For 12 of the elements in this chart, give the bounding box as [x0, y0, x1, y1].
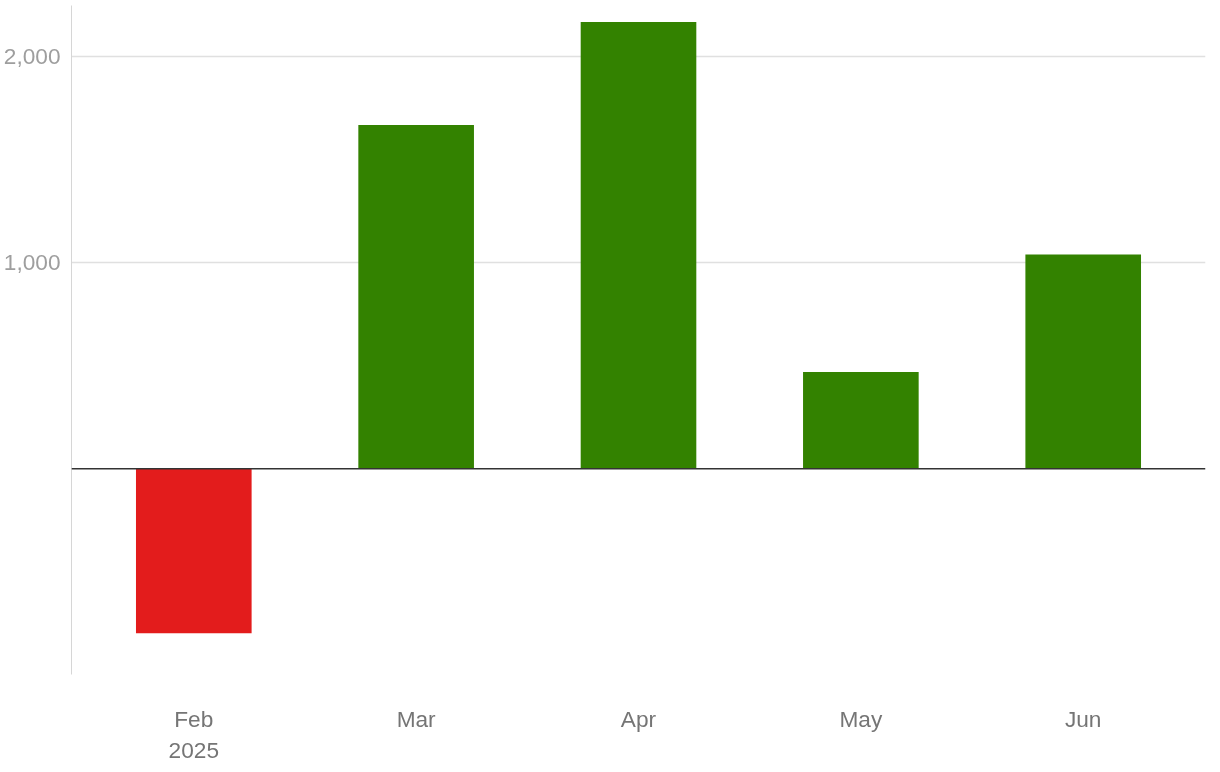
bar — [580, 21, 697, 469]
x-tick-label: May — [839, 705, 883, 732]
bar — [358, 124, 474, 469]
x-tick-label: Feb 2025 — [168, 705, 219, 763]
bar — [135, 468, 252, 634]
y-tick-label: 1,000 — [3, 249, 61, 276]
bar — [803, 371, 919, 469]
y-tick-label: 2,000 — [3, 43, 61, 70]
x-tick-label: Jun — [1064, 705, 1102, 732]
bar — [1025, 254, 1142, 469]
x-tick-label: Apr — [620, 705, 657, 732]
x-tick-label: Mar — [396, 705, 437, 732]
